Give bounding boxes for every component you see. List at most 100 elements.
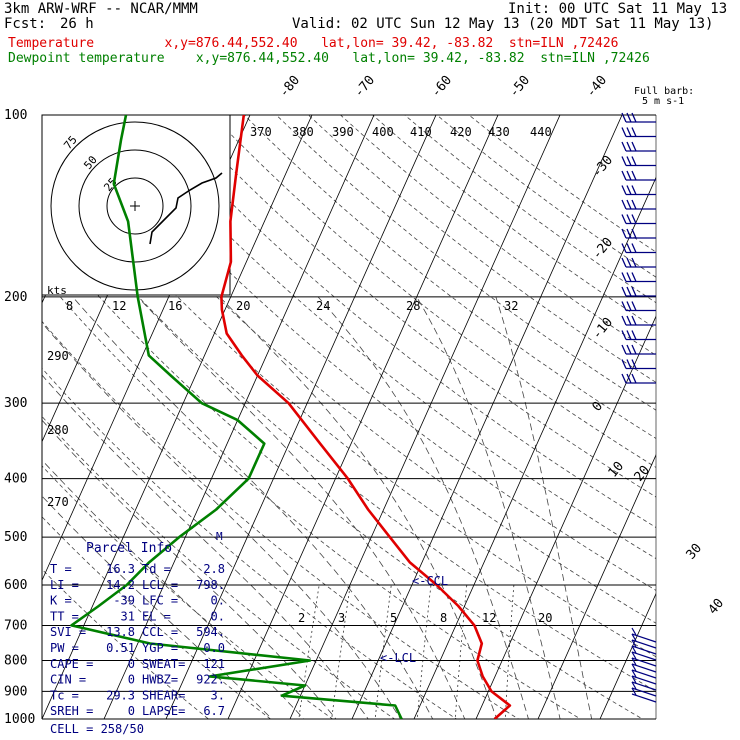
wind-barb: [621, 272, 656, 283]
parcel-param-name: K =: [50, 594, 72, 608]
hodograph-speed-label: 12: [112, 299, 126, 313]
parcel-param-value: 14.2: [106, 578, 135, 592]
dry-adiabat: [42, 568, 210, 719]
parcel-param-value: 798.: [196, 578, 225, 592]
pressure-tick-label: 400: [4, 472, 27, 487]
parcel-param-name: TT =: [50, 609, 79, 623]
isotherm-label: -30: [590, 153, 617, 181]
isotherm: [537, 454, 656, 719]
hodograph-units-label: kts: [47, 284, 67, 297]
init-time: Init: 00 UTC Sat 11 May 13: [508, 1, 728, 17]
hodograph-speed-label: 32: [504, 299, 518, 313]
wind-barb: [621, 112, 656, 123]
isotherm: [289, 115, 561, 719]
hodograph-speed-label: 28: [406, 299, 420, 313]
dewpoint-legend: Dewpoint temperature x,y=876.44,552.40 l…: [8, 51, 650, 66]
theta-label: 380: [292, 125, 314, 139]
wind-barb: [621, 170, 656, 181]
wind-barb: [631, 669, 657, 685]
wind-barb: [631, 627, 657, 643]
isotherm-label: 20: [632, 463, 654, 485]
wind-barb: [621, 156, 656, 167]
parcel-param-value: 0.: [211, 609, 225, 623]
series-group-0: [220, 115, 512, 719]
pressure-tick-label: 200: [4, 290, 27, 305]
parcel-param-name: Td =: [142, 562, 171, 576]
wind-barb: [631, 675, 657, 691]
mixing-ratio-label: 3: [338, 611, 345, 625]
wind-barb: [621, 257, 656, 268]
moist-adiabat: [42, 322, 401, 719]
parcel-param-value: 594.: [196, 625, 225, 639]
isotherm: [656, 102, 740, 732]
hodograph-speed-label: 24: [316, 299, 330, 313]
pressure-tick-label: 300: [4, 396, 27, 411]
isotherm: [718, 102, 740, 732]
barb-legend-line2: 5 m s-1: [642, 96, 684, 107]
moist-adiabat: [72, 296, 434, 719]
isotherm: [0, 102, 8, 732]
series-group-1: [70, 115, 403, 719]
parcel-param-name: SWEAT=: [142, 657, 185, 671]
moist-adiabat: [42, 459, 305, 719]
parcel-param-value: 0: [128, 704, 135, 718]
wind-barb: [621, 185, 656, 196]
hodograph-speed-label: 8: [66, 299, 73, 313]
theta-label: 290: [47, 349, 69, 363]
parcel-param-name: SREH =: [50, 704, 93, 718]
parcel-param-name: YGP =: [142, 641, 178, 655]
isotherm: [351, 115, 623, 719]
parcel-param-value: 0: [128, 657, 135, 671]
wind-barb: [621, 141, 656, 152]
isotherm-label: -80: [277, 73, 304, 101]
barb-legend-line1: Full barb:: [634, 86, 694, 97]
isotherm-label: -70: [352, 73, 379, 101]
moist-adiabat: [495, 296, 593, 719]
pressure-tick-label: 700: [4, 618, 27, 633]
mixing-ratio-line: [416, 584, 432, 719]
hodograph-ring: [106, 177, 164, 235]
ccl-annotation: <-CCL: [412, 574, 448, 588]
wind-barb: [631, 657, 657, 673]
parcel-param-value: 922.: [196, 673, 225, 687]
wind-barb: [631, 663, 657, 679]
isotherm-label: -10: [590, 315, 617, 343]
parcel-param-value: -39: [113, 594, 135, 608]
parcel-param-value: 2.8: [203, 562, 225, 576]
theta-label: 440: [530, 125, 552, 139]
forecast-label: Fcst:: [4, 16, 47, 32]
theta-label: 390: [332, 125, 354, 139]
wind-barb: [621, 199, 656, 210]
wind-barb: [631, 633, 657, 649]
dry-adiabat: [308, 115, 656, 383]
parcel-cell: CELL = 258/50: [50, 722, 144, 736]
moist-adiabat: [42, 374, 369, 719]
dry-adiabat: [51, 115, 656, 624]
wind-barb: [631, 639, 657, 655]
dry-adiabat: [468, 115, 656, 253]
wind-barb: [621, 330, 656, 341]
parcel-param-name: LAPSE=: [142, 704, 185, 718]
parcel-param-value: 121: [203, 657, 225, 671]
isotherm-label: 10: [606, 459, 628, 481]
temperature-line: [220, 115, 512, 719]
wind-barb: [631, 651, 657, 667]
dry-adiabat: [42, 415, 396, 719]
isotherm: [599, 592, 656, 719]
wind-barb: [621, 301, 656, 312]
wind-barb: [631, 687, 657, 703]
wind-barb: [621, 127, 656, 138]
isotherm-label: 40: [706, 596, 728, 618]
isotherm: [475, 315, 656, 719]
wind-barb: [621, 243, 656, 254]
parcel-param-name: Tc =: [50, 688, 79, 702]
dry-adiabat: [42, 465, 334, 719]
wind-barb: [621, 315, 656, 326]
wind-barb: [621, 359, 656, 370]
isotherm: [227, 115, 499, 719]
pressure-tick-label: 600: [4, 578, 27, 593]
parcel-param-name: LCL =: [142, 578, 178, 592]
dry-adiabat: [42, 367, 458, 719]
dry-adiabat: [42, 143, 656, 658]
sounding-profiles: [70, 115, 512, 719]
